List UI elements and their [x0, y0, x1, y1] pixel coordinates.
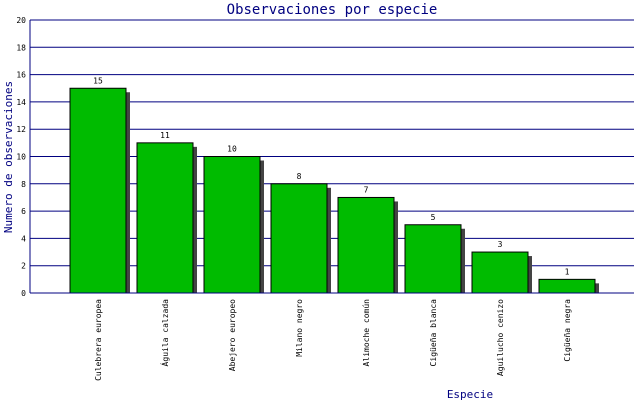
bar [471, 251, 529, 294]
x-tick-label: Cigüeña negra [563, 299, 572, 362]
bar-value-label: 11 [160, 131, 170, 140]
x-tick-label: Culebrera europea [94, 299, 103, 381]
y-tick-label: 8 [21, 180, 26, 189]
data-labels: 15 11 10 8 7 5 3 1 [93, 76, 569, 276]
y-tick-label: 10 [16, 153, 26, 162]
x-tick-label: Aguilucho cenizo [496, 299, 505, 376]
bar [203, 156, 261, 294]
bar [136, 142, 194, 294]
y-axis-ticks: 0 2 4 6 8 10 12 14 16 18 20 [16, 16, 26, 298]
x-tick-label: Milano negro [295, 299, 304, 357]
x-tick-label: Águila calzada [159, 299, 170, 367]
bar-value-label: 10 [227, 145, 237, 154]
y-tick-label: 18 [16, 43, 26, 52]
x-axis-label: Especie [447, 388, 493, 400]
bar-value-label: 8 [297, 172, 302, 181]
y-tick-label: 14 [16, 98, 26, 107]
y-tick-label: 20 [16, 16, 26, 25]
x-tick-label: Abejero europeo [228, 299, 237, 371]
x-tick-label: Alimoche común [362, 299, 371, 367]
y-tick-label: 4 [21, 234, 26, 243]
chart-title: Observaciones por especie [227, 2, 438, 18]
y-tick-label: 12 [16, 125, 26, 134]
bar-value-label: 1 [565, 267, 570, 276]
bar [337, 196, 395, 294]
y-tick-label: 0 [21, 289, 26, 298]
x-tick-label: Cigüeña blanca [429, 299, 438, 367]
y-tick-label: 6 [21, 207, 26, 216]
x-axis-categories: Culebrera europea Águila calzada Abejero e… [94, 299, 572, 381]
bar [270, 183, 328, 294]
bar-value-label: 3 [498, 240, 503, 249]
bar [538, 278, 596, 294]
grid-lines [30, 19, 634, 267]
bar [69, 87, 127, 294]
y-tick-label: 16 [16, 71, 26, 80]
y-axis-label: Numero de observaciones [2, 81, 15, 233]
bar-value-label: 15 [93, 76, 103, 85]
bar [404, 224, 462, 294]
bar-value-label: 5 [431, 213, 436, 222]
y-tick-label: 2 [21, 262, 26, 271]
bar-value-label: 7 [364, 185, 369, 194]
bars [69, 87, 599, 294]
